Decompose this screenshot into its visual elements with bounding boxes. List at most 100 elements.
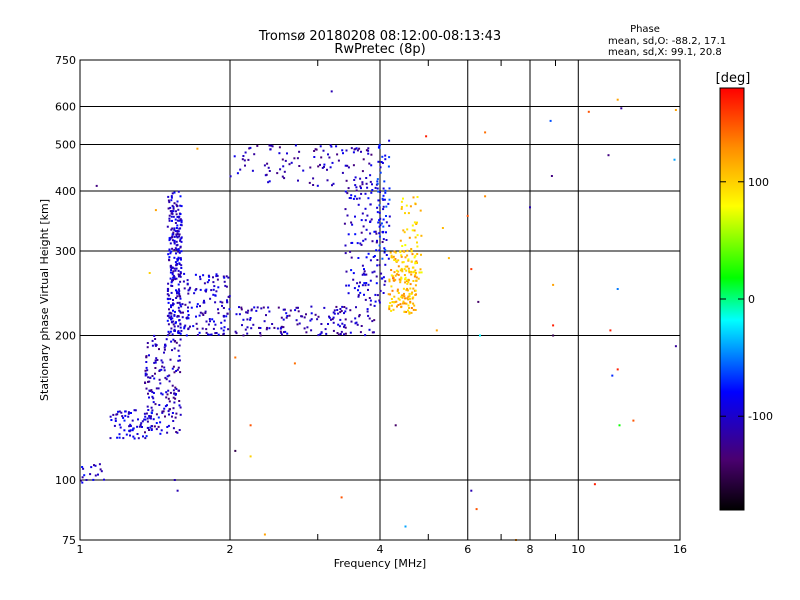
data-point	[90, 466, 93, 469]
data-point	[210, 333, 213, 336]
data-point	[384, 263, 387, 266]
data-point	[409, 283, 412, 286]
x-axis-label: Frequency [MHz]	[334, 557, 426, 570]
data-point	[178, 319, 181, 321]
data-point	[137, 437, 140, 440]
data-point	[416, 241, 418, 244]
data-point	[253, 306, 256, 309]
data-point	[399, 251, 402, 254]
data-point	[379, 166, 382, 169]
data-point	[407, 309, 409, 312]
data-point	[673, 158, 676, 161]
data-point	[552, 334, 555, 337]
data-point	[167, 389, 170, 392]
data-point	[187, 327, 190, 330]
data-point	[168, 374, 171, 377]
data-point	[552, 324, 555, 327]
data-point	[353, 287, 356, 290]
data-point	[158, 378, 161, 381]
data-point	[310, 318, 313, 321]
data-point	[179, 311, 182, 314]
data-point	[382, 218, 385, 221]
y-tick-label: 750	[55, 54, 76, 67]
data-point	[174, 397, 177, 400]
data-point	[80, 479, 82, 482]
data-point	[179, 245, 182, 248]
data-point	[177, 230, 180, 233]
data-point	[355, 306, 357, 309]
data-point	[616, 368, 619, 371]
data-point	[397, 270, 400, 273]
data-point	[229, 175, 232, 178]
data-point	[402, 300, 405, 303]
y-axis-ticks: 75 100 200 300 400 500 600 750	[55, 54, 76, 547]
data-point	[324, 328, 327, 331]
data-point	[172, 270, 175, 273]
data-point	[365, 149, 368, 152]
data-point	[470, 489, 473, 492]
data-point	[94, 464, 97, 467]
data-point	[260, 307, 263, 310]
data-point	[475, 508, 478, 511]
data-point	[163, 348, 166, 351]
data-point	[235, 313, 238, 316]
data-point	[196, 305, 198, 308]
data-point	[169, 206, 172, 209]
data-point	[371, 240, 374, 243]
data-point	[171, 317, 174, 320]
data-point	[234, 330, 237, 333]
data-point	[377, 190, 380, 193]
data-point	[620, 107, 623, 110]
data-point	[413, 221, 416, 224]
data-point	[144, 437, 147, 440]
data-point	[333, 312, 336, 315]
data-point	[144, 374, 147, 377]
data-point	[185, 334, 188, 337]
data-point	[388, 278, 391, 281]
data-point	[392, 301, 395, 304]
data-point	[163, 407, 166, 410]
data-point	[116, 436, 119, 439]
data-point	[163, 351, 165, 354]
data-point	[365, 228, 368, 231]
data-point	[358, 197, 361, 200]
data-point	[228, 295, 231, 298]
data-point	[238, 306, 240, 309]
data-point	[168, 217, 171, 220]
data-point	[479, 334, 481, 337]
data-point	[178, 404, 181, 407]
data-point	[392, 255, 395, 258]
data-point	[400, 206, 403, 208]
data-point	[403, 250, 406, 253]
data-point	[161, 361, 164, 364]
data-point	[401, 268, 403, 271]
data-point	[169, 316, 172, 319]
data-point	[171, 271, 174, 274]
data-point	[355, 197, 358, 200]
data-point	[204, 310, 207, 313]
data-point	[414, 272, 417, 274]
data-point	[226, 299, 228, 302]
data-point	[607, 154, 610, 157]
data-point	[133, 409, 136, 412]
data-point	[279, 168, 282, 171]
data-point	[181, 316, 184, 319]
data-point	[169, 252, 172, 255]
data-point	[326, 179, 329, 182]
data-point	[174, 416, 177, 419]
data-point	[215, 290, 218, 293]
data-point	[179, 204, 182, 207]
data-point	[172, 206, 175, 209]
data-point	[163, 369, 166, 372]
data-point	[182, 280, 185, 283]
data-point	[316, 184, 319, 187]
data-point	[347, 166, 350, 169]
data-point	[173, 242, 176, 245]
data-point	[172, 210, 175, 213]
data-point	[309, 166, 312, 169]
data-point	[172, 215, 175, 218]
data-point	[172, 276, 175, 279]
data-point	[286, 315, 289, 317]
data-point	[175, 412, 178, 415]
data-point	[401, 261, 404, 264]
